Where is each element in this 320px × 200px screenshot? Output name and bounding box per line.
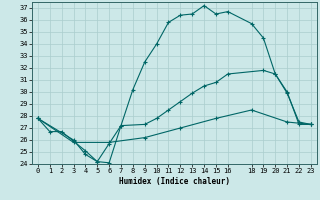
X-axis label: Humidex (Indice chaleur): Humidex (Indice chaleur) xyxy=(119,177,230,186)
